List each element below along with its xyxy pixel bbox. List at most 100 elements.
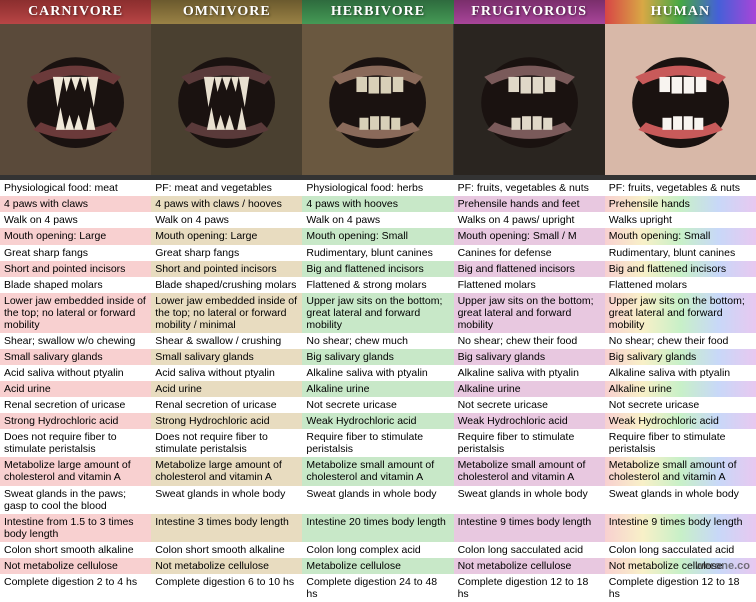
data-cell: Mouth opening: Small xyxy=(302,228,453,244)
data-cell: Intestine 20 times body length xyxy=(302,514,453,542)
table-row: Small salivary glandsSmall salivary glan… xyxy=(0,349,756,365)
data-cell: PF: fruits, vegetables & nuts xyxy=(605,180,756,196)
data-cell: Walk on 4 paws xyxy=(0,212,151,228)
data-cell: Not secrete uricase xyxy=(605,397,756,413)
data-cell: Strong Hydrochloric acid xyxy=(151,413,302,429)
data-cell: Strong Hydrochloric acid xyxy=(0,413,151,429)
data-cell: Sweat glands in whole body xyxy=(605,486,756,514)
data-cell: Lower jaw embedded inside of the top; no… xyxy=(0,293,151,333)
table-row: Does not require fiber to stimulate peri… xyxy=(0,429,756,457)
data-cell: Alkaline saliva with ptyalin xyxy=(454,365,605,381)
data-cell: Complete digestion 6 to 10 hs xyxy=(151,574,302,602)
data-cell: Complete digestion 12 to 18 hs xyxy=(454,574,605,602)
data-cell: Require fiber to stimulate peristalsis xyxy=(454,429,605,457)
data-cell: 4 paws with claws xyxy=(0,196,151,212)
data-cell: Mouth opening: Small / M xyxy=(454,228,605,244)
data-cell: Upper jaw sits on the bottom; great late… xyxy=(454,293,605,333)
data-cell: Shear & swallow / crushing xyxy=(151,333,302,349)
data-cell: Intestine from 1.5 to 3 times body lengt… xyxy=(0,514,151,542)
data-cell: Physiological food: meat xyxy=(0,180,151,196)
table-row: Complete digestion 2 to 4 hsComplete dig… xyxy=(0,574,756,602)
data-cell: Sweat glands in the paws; gasp to cool t… xyxy=(0,486,151,514)
data-cell: Renal secretion of uricase xyxy=(151,397,302,413)
data-cell: Intestine 9 times body length xyxy=(454,514,605,542)
data-cell: Alkaline saliva with ptyalin xyxy=(302,365,453,381)
data-cell: Canines for defense xyxy=(454,245,605,261)
data-cell: Metabolize large amount of cholesterol a… xyxy=(0,457,151,485)
data-cell: Metabolize large amount of cholesterol a… xyxy=(151,457,302,485)
column-header-carnivore: CARNIVORE xyxy=(0,0,151,24)
data-cell: Blade shaped molars xyxy=(0,277,151,293)
data-cell: Flattened molars xyxy=(454,277,605,293)
table-row: Not metabolize celluloseNot metabolize c… xyxy=(0,558,756,574)
table-row: Acid urineAcid urineAlkaline urineAlkali… xyxy=(0,381,756,397)
table-row: Physiological food: meatPF: meat and veg… xyxy=(0,180,756,196)
data-cell: Big and flattened incisors xyxy=(605,261,756,277)
data-cell: Small salivary glands xyxy=(0,349,151,365)
data-cell: Walks on 4 paws/ upright xyxy=(454,212,605,228)
data-cell: Upper jaw sits on the bottom; great late… xyxy=(605,293,756,333)
data-cell: Intestine 3 times body length xyxy=(151,514,302,542)
data-cell: Walk on 4 paws xyxy=(302,212,453,228)
data-cell: Prehensile hands and feet xyxy=(454,196,605,212)
data-cell: Acid saliva without ptyalin xyxy=(0,365,151,381)
data-cell: Complete digestion 2 to 4 hs xyxy=(0,574,151,602)
data-cell: Mouth opening: Large xyxy=(151,228,302,244)
data-cell: Physiological food: herbs xyxy=(302,180,453,196)
table-row: Walk on 4 pawsWalk on 4 pawsWalk on 4 pa… xyxy=(0,212,756,228)
table-row: Blade shaped molarsBlade shaped/crushing… xyxy=(0,277,756,293)
data-cell: Weak Hydrochloric acid xyxy=(605,413,756,429)
table-row: Renal secretion of uricaseRenal secretio… xyxy=(0,397,756,413)
data-cell: Rudimentary, blunt canines xyxy=(605,245,756,261)
data-cell: Big salivary glands xyxy=(302,349,453,365)
data-cell: Acid urine xyxy=(151,381,302,397)
data-cell: Require fiber to stimulate peristalsis xyxy=(302,429,453,457)
table-row: Lower jaw embedded inside of the top; no… xyxy=(0,293,756,333)
watermark: werone.co xyxy=(696,560,750,572)
data-cell: Metabolize small amount of cholesterol a… xyxy=(454,457,605,485)
column-header-omnivore: OMNIVORE xyxy=(151,0,302,24)
mouth-image-herbivore xyxy=(302,24,453,180)
data-cell: Colon long sacculated acid xyxy=(454,542,605,558)
data-cell: Colon long sacculated acid xyxy=(605,542,756,558)
table-row: Acid saliva without ptyalinAcid saliva w… xyxy=(0,365,756,381)
data-cell: Colon long complex acid xyxy=(302,542,453,558)
data-cell: PF: fruits, vegetables & nuts xyxy=(454,180,605,196)
table-row: Sweat glands in the paws; gasp to cool t… xyxy=(0,486,756,514)
data-cell: Short and pointed incisors xyxy=(0,261,151,277)
table-row: Shear; swallow w/o chewingShear & swallo… xyxy=(0,333,756,349)
data-cell: Flattened molars xyxy=(605,277,756,293)
data-cell: Prehensile hands xyxy=(605,196,756,212)
table-row: Mouth opening: LargeMouth opening: Large… xyxy=(0,228,756,244)
table-row: Metabolize large amount of cholesterol a… xyxy=(0,457,756,485)
data-cell: Alkaline urine xyxy=(454,381,605,397)
data-cell: Mouth opening: Small xyxy=(605,228,756,244)
data-cell: Metabolize small amount of cholesterol a… xyxy=(605,457,756,485)
data-cell: Big salivary glands xyxy=(605,349,756,365)
data-cell: Mouth opening: Large xyxy=(0,228,151,244)
data-cell: Small salivary glands xyxy=(151,349,302,365)
data-cell: 4 paws with claws / hooves xyxy=(151,196,302,212)
data-cell: Rudimentary, blunt canines xyxy=(302,245,453,261)
data-cell: Short and pointed incisors xyxy=(151,261,302,277)
data-cell: Walks upright xyxy=(605,212,756,228)
data-cell: Sweat glands in whole body xyxy=(151,486,302,514)
data-cell: Upper jaw sits on the bottom; great late… xyxy=(302,293,453,333)
column-header-human: HUMAN xyxy=(605,0,756,24)
data-cell: Big and flattened incisors xyxy=(454,261,605,277)
data-cell: Flattened & strong molars xyxy=(302,277,453,293)
column-header-frugivorous: FRUGIVOROUS xyxy=(454,0,605,24)
data-cell: Alkaline urine xyxy=(605,381,756,397)
data-cell: Great sharp fangs xyxy=(151,245,302,261)
data-cell: Not secrete uricase xyxy=(454,397,605,413)
data-cell: Complete digestion 24 to 48 hs xyxy=(302,574,453,602)
mouth-image-omnivore xyxy=(151,24,302,180)
data-cell: Weak Hydrochloric acid xyxy=(454,413,605,429)
data-cell: Sweat glands in whole body xyxy=(302,486,453,514)
data-cell: Require fiber to stimulate peristalsis xyxy=(605,429,756,457)
data-cell: Metabolize small amount of cholesterol a… xyxy=(302,457,453,485)
data-cell: Shear; swallow w/o chewing xyxy=(0,333,151,349)
data-cell: 4 paws with hooves xyxy=(302,196,453,212)
header-row: CARNIVOREOMNIVOREHERBIVOREFRUGIVOROUSHUM… xyxy=(0,0,756,24)
table-row: Colon short smooth alkalineColon short s… xyxy=(0,542,756,558)
